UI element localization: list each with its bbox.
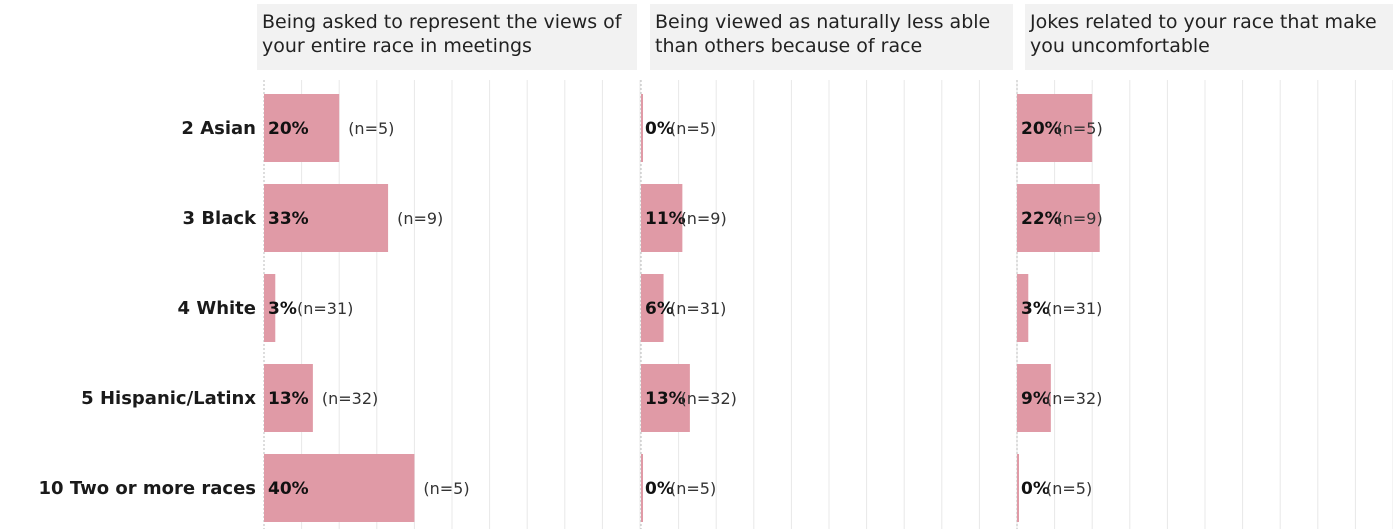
n-label: (n=32) [322,389,378,408]
n-label: (n=5) [1057,119,1103,138]
value-label: 0% [645,479,674,499]
bar [1017,94,1093,162]
bar [1017,274,1029,342]
n-label: (n=5) [1046,479,1092,498]
n-label: (n=31) [297,299,353,318]
bar [264,454,415,522]
value-label: 0% [645,119,674,139]
category-label: 2 Asian [181,118,256,139]
bar [1017,364,1051,432]
category-label: 10 Two or more races [39,478,256,499]
n-label: (n=5) [423,479,469,498]
value-label: 13% [645,389,686,409]
grid-lines [263,80,1393,529]
bar [264,94,340,162]
panel-3-bars: 20%(n=5)22%(n=9)3%(n=31)9%(n=32)0%(n=5) [1017,94,1103,522]
category-label: 5 Hispanic/Latinx [81,388,256,409]
panel-title-2: Being viewed as naturally less able than… [650,4,1013,70]
bar [641,454,643,522]
value-label: 9% [1021,389,1050,409]
bar [641,364,690,432]
bar [1017,184,1100,252]
panel-1-bars: 20% (n=5) 33% (n=9) 3% (n=31) 13% (n=32) 40% (n=5… [264,94,470,522]
value-label: 40% [268,479,309,499]
value-label: 11% [645,209,686,229]
n-label: (n=32) [1046,389,1102,408]
n-label: (n=9) [1057,209,1103,228]
value-label: 3% [1021,299,1050,319]
bar [641,184,683,252]
n-label: (n=5) [670,119,716,138]
value-label: 13% [268,389,309,409]
value-label: 20% [268,119,309,139]
bar [264,184,389,252]
n-label: (n=9) [681,209,727,228]
bar [1017,454,1019,522]
panel-2-bars: 0%(n=5)11%(n=9)6%(n=31)13%(n=32)0%(n=5) [641,94,737,522]
value-label: 22% [1021,209,1062,229]
n-label: (n=5) [670,479,716,498]
n-label: (n=5) [348,119,394,138]
panel-title-3: Jokes related to your race that make you… [1025,4,1393,70]
bar [264,364,313,432]
value-label: 0% [1021,479,1050,499]
n-label: (n=31) [1046,299,1102,318]
value-label: 6% [645,299,674,319]
bar [641,274,664,342]
bar [264,274,276,342]
n-label: (n=31) [670,299,726,318]
n-label: (n=9) [397,209,443,228]
value-label: 20% [1021,119,1062,139]
n-label: (n=32) [681,389,737,408]
category-label: 4 White [178,298,256,319]
bar [641,94,643,162]
value-label: 3% [268,299,297,319]
value-label: 33% [268,209,309,229]
panel-title-1: Being asked to represent the views of yo… [257,4,637,70]
category-label: 3 Black [183,208,257,229]
